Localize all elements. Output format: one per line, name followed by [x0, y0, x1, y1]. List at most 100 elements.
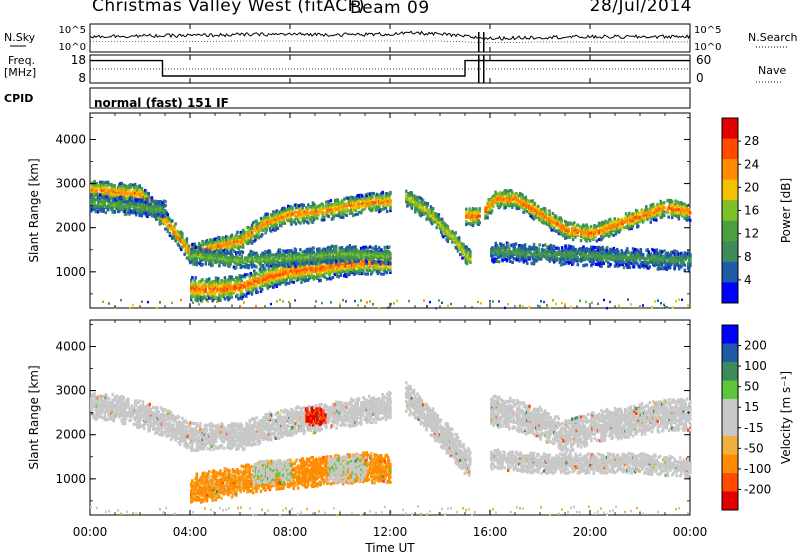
data-cell [166, 213, 169, 217]
data-cell [261, 221, 264, 225]
data-cell [381, 190, 384, 194]
data-cell [520, 258, 523, 262]
data-cell [582, 253, 585, 257]
data-cell [96, 197, 100, 201]
data-cell [371, 197, 374, 202]
data-cell [277, 269, 281, 273]
data-cell [317, 270, 320, 274]
data-cell [300, 270, 303, 274]
data-cell [526, 261, 529, 265]
data-cell [290, 275, 293, 279]
data-cell [550, 222, 553, 226]
data-cell [491, 257, 494, 261]
data-cell [568, 260, 572, 264]
data-cell [254, 238, 257, 242]
data-cell [641, 253, 645, 257]
data-cell [425, 211, 428, 215]
data-cell [239, 291, 242, 295]
data-cell [150, 214, 154, 218]
data-cell [108, 198, 111, 202]
data-cell [132, 206, 136, 210]
data-cell [625, 263, 628, 267]
data-cell [363, 199, 366, 203]
data-cell [162, 209, 165, 213]
data-cell [602, 235, 605, 239]
data-cell [557, 225, 560, 229]
data-cell [177, 239, 181, 243]
data-cell [469, 208, 472, 212]
data-cell [467, 221, 470, 225]
data-cell [249, 271, 253, 276]
data-cell [587, 253, 591, 257]
data-cell [636, 219, 639, 223]
data-cell [300, 280, 303, 285]
data-cell [382, 272, 385, 276]
data-cell [677, 267, 681, 271]
data-cell [214, 242, 218, 246]
data-cell [352, 214, 355, 218]
data-cell [496, 252, 500, 256]
data-cell [465, 245, 469, 250]
data-cell [126, 196, 129, 201]
data-cell [262, 218, 265, 222]
data-cell [93, 201, 96, 205]
data-cell [618, 263, 621, 267]
data-cell [262, 224, 265, 228]
data-cell [406, 204, 409, 208]
data-cell [323, 271, 327, 275]
data-cell [308, 216, 311, 220]
data-cell [193, 242, 196, 246]
data-cell [626, 247, 629, 251]
data-cell [469, 257, 472, 261]
data-cell [363, 207, 366, 211]
data-cell [643, 265, 646, 269]
data-cell [337, 214, 340, 218]
data-cell [247, 241, 250, 245]
data-cell [150, 199, 154, 203]
data-cell [490, 249, 493, 254]
data-cell [301, 208, 304, 212]
data-cell [263, 281, 266, 285]
data-cell [520, 203, 523, 207]
data-cell [209, 282, 212, 286]
data-cell [196, 255, 200, 259]
data-cell [544, 248, 547, 252]
data-cell [616, 217, 620, 222]
data-cell [490, 209, 494, 213]
data-cell [121, 204, 124, 208]
data-cell [101, 199, 104, 203]
data-cell [344, 272, 347, 276]
data-cell [218, 290, 221, 294]
data-cell [354, 213, 357, 217]
data-cell [628, 215, 631, 219]
data-cell [579, 231, 583, 236]
data-cell [283, 278, 286, 282]
data-cell [104, 211, 108, 215]
data-cell [246, 273, 249, 277]
data-cell [424, 208, 427, 212]
data-cell [371, 208, 374, 212]
data-cell [290, 279, 293, 284]
data-cell [515, 203, 519, 207]
data-cell [349, 208, 353, 213]
data-cell [468, 248, 471, 252]
data-cell [574, 247, 577, 251]
data-cell [204, 295, 208, 299]
data-cell [247, 239, 250, 243]
data-cell [650, 217, 654, 221]
data-cell [298, 208, 301, 212]
data-cell [510, 189, 513, 193]
data-cell [553, 248, 556, 253]
data-cell [453, 233, 456, 237]
data-cell [645, 211, 648, 215]
data-cell [532, 244, 536, 249]
data-cell [239, 230, 243, 235]
data-cell [663, 249, 666, 253]
data-cell [462, 243, 465, 247]
data-cell [201, 239, 204, 244]
data-cell [628, 227, 631, 231]
data-cell [274, 228, 277, 232]
data-cell [250, 231, 254, 235]
data-cell [587, 237, 591, 241]
data-cell [361, 208, 364, 212]
